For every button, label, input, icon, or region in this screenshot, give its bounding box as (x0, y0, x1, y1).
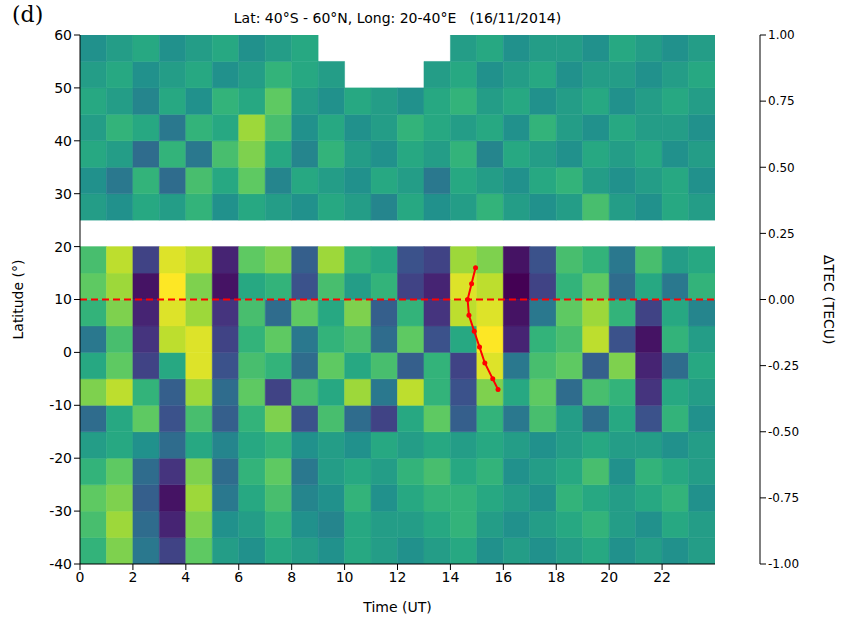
svg-text:30: 30 (54, 186, 72, 202)
svg-text:-0.25: -0.25 (768, 359, 799, 373)
svg-text:-40: -40 (49, 556, 72, 572)
svg-text:12: 12 (389, 569, 407, 585)
svg-text:10: 10 (54, 291, 72, 307)
svg-text:0.75: 0.75 (768, 94, 795, 108)
svg-text:50: 50 (54, 80, 72, 96)
svg-text:-30: -30 (49, 503, 72, 519)
svg-text:Time (UT): Time (UT) (362, 599, 431, 615)
svg-text:8: 8 (287, 569, 296, 585)
svg-text:0.50: 0.50 (768, 161, 795, 175)
svg-text:4: 4 (181, 569, 190, 585)
svg-text:1.00: 1.00 (768, 28, 795, 42)
svg-text:-0.50: -0.50 (768, 425, 799, 439)
html-text:(d): (d) (12, 2, 44, 27)
html-text:Lat: 40°S - 60°N, Long: 20-40°: Lat: 40°S - 60°N, Long: 20-40°E (16/11/2… (233, 10, 562, 26)
svg-text:-20: -20 (49, 450, 72, 466)
svg-text:0: 0 (63, 344, 72, 360)
svg-text:18: 18 (547, 569, 565, 585)
svg-text:6: 6 (234, 569, 243, 585)
svg-text:20: 20 (54, 239, 72, 255)
svg-text:2: 2 (128, 569, 137, 585)
svg-text:0.00: 0.00 (768, 293, 795, 307)
svg-text:0: 0 (76, 569, 85, 585)
svg-text:0.25: 0.25 (768, 227, 795, 241)
svg-text:14: 14 (442, 569, 460, 585)
svg-text:16: 16 (494, 569, 512, 585)
svg-text:20: 20 (600, 569, 618, 585)
svg-text:-0.75: -0.75 (768, 491, 799, 505)
svg-text:-1.00: -1.00 (768, 557, 799, 571)
svg-text:10: 10 (336, 569, 354, 585)
svg-text:-10: -10 (49, 397, 72, 413)
svg-text:Latitude (°): Latitude (°) (10, 260, 26, 340)
svg-text:22: 22 (653, 569, 671, 585)
svg-text:40: 40 (54, 133, 72, 149)
html-text:ΔTEC (TECU): ΔTEC (TECU) (821, 254, 837, 345)
svg-text:60: 60 (54, 27, 72, 43)
